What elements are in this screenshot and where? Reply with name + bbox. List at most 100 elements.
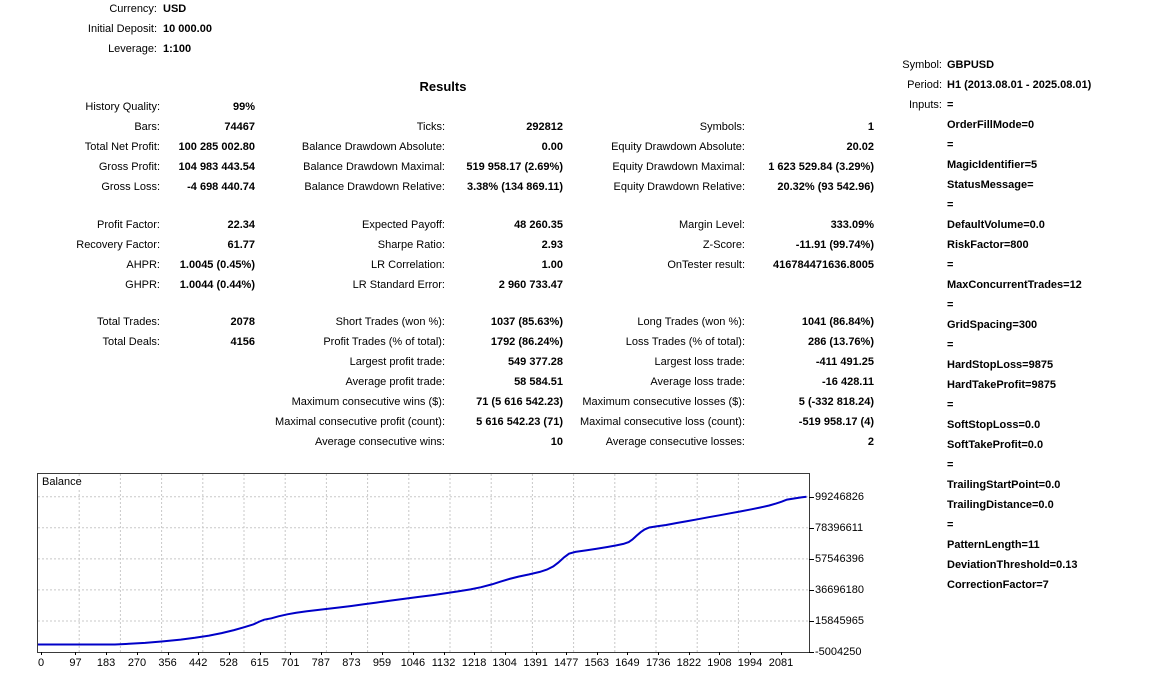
balance-curve xyxy=(38,495,807,646)
x-axis-tick-label: 1304 xyxy=(492,657,517,669)
input-parameter: SoftTakeProfit=0.0 xyxy=(947,439,1044,451)
result-label: Total Trades: xyxy=(97,316,160,328)
result-label: Margin Level: xyxy=(678,219,745,231)
result-label: Ticks: xyxy=(416,121,445,133)
balance-curve-svg xyxy=(38,474,809,652)
y-axis-tick xyxy=(809,620,814,622)
x-axis-tick xyxy=(167,652,169,655)
result-value: 10 xyxy=(550,436,563,448)
input-parameter: HardStopLoss=9875 xyxy=(947,359,1054,371)
input-parameter: MaxConcurrentTrades=12 xyxy=(947,279,1082,291)
x-axis-tick xyxy=(351,652,353,655)
result-row: Bars: 74467 Ticks: 292812 Symbols: 1 xyxy=(0,120,886,134)
x-axis-tick xyxy=(658,652,660,655)
result-value: 1 xyxy=(867,121,874,133)
inputs-label: Inputs: xyxy=(908,99,942,111)
input-parameter: DeviationThreshold=0.13 xyxy=(947,559,1078,571)
result-value: 1792 (86.24%) xyxy=(490,336,563,348)
result-value: -16 428.11 xyxy=(822,376,874,388)
x-axis-tick xyxy=(382,652,383,655)
result-value: 1.0045 (0.45%) xyxy=(179,259,255,271)
result-value: 1.00 xyxy=(541,259,563,271)
symbol-label: Symbol: xyxy=(902,59,942,71)
x-axis-tick xyxy=(596,652,598,655)
result-row: Average consecutive wins: 10 Average conse… xyxy=(0,435,886,449)
input-parameter: StatusMessage= xyxy=(947,179,1034,191)
y-axis-tick xyxy=(809,589,814,591)
account-row-currency: Currency: USD xyxy=(0,2,400,16)
result-label: Average consecutive wins: xyxy=(314,436,445,448)
result-row: Maximal consecutive profit (count): 5 616… xyxy=(0,415,886,429)
result-value: 48 260.35 xyxy=(514,219,563,231)
result-value: 0.00 xyxy=(541,141,563,153)
x-axis-tick xyxy=(259,652,261,655)
result-row: Total Trades: 2078 Short Trades (won %): 10… xyxy=(0,315,886,329)
result-value: -411 491.25 xyxy=(815,356,874,368)
result-value: 3.38% (134 869.11) xyxy=(466,181,563,193)
result-value: 5 (-332 818.24) xyxy=(798,396,874,408)
result-label: Maximum consecutive wins ($): xyxy=(291,396,445,408)
result-label: Recovery Factor: xyxy=(76,239,160,251)
result-row: Profit Factor: 22.34 Expected Payoff: 48 26… xyxy=(0,218,886,232)
result-label: Largest profit trade: xyxy=(349,356,445,368)
x-axis-tick-label: 356 xyxy=(158,657,177,669)
result-label: Maximal consecutive profit (count): xyxy=(275,416,445,428)
result-value: 2 xyxy=(867,436,874,448)
period-label: Period: xyxy=(907,79,942,91)
x-axis-tick-label: 1477 xyxy=(553,657,579,669)
x-axis-tick xyxy=(320,652,322,655)
result-value: 74467 xyxy=(224,121,255,133)
result-label: Expected Payoff: xyxy=(362,219,445,231)
x-axis-tick xyxy=(780,652,782,655)
result-value: -519 958.17 (4) xyxy=(798,416,874,428)
result-label: OnTester result: xyxy=(667,259,745,271)
input-parameter: TrailingStartPoint=0.0 xyxy=(947,479,1061,491)
x-axis-tick xyxy=(198,652,200,655)
result-value: 416784471636.8005 xyxy=(773,259,874,271)
results-title: Results xyxy=(419,79,467,94)
result-value: 333.09% xyxy=(830,219,874,231)
x-axis-tick-label: 97 xyxy=(69,657,82,669)
input-parameter: PatternLength=11 xyxy=(947,539,1040,551)
result-value: 20.02 xyxy=(846,141,874,153)
result-label: Largest loss trade: xyxy=(654,356,746,368)
leverage-label: Leverage: xyxy=(108,43,157,55)
result-label: History Quality: xyxy=(85,101,160,113)
y-axis-tick-label: 15845965 xyxy=(815,614,864,627)
x-axis-tick xyxy=(443,652,445,655)
result-value: -4 698 440.74 xyxy=(187,181,255,193)
result-value: 1 623 529.84 (3.29%) xyxy=(768,161,874,173)
result-value: 58 584.51 xyxy=(514,376,563,388)
result-label: Gross Loss: xyxy=(101,181,160,193)
x-axis-tick-label: 873 xyxy=(342,657,361,669)
result-row: History Quality: 99% xyxy=(0,100,886,114)
x-axis-tick xyxy=(504,652,506,655)
x-axis-tick-label: 959 xyxy=(372,657,392,669)
result-value: 71 (5 616 542.23) xyxy=(476,396,563,408)
x-axis-tick-label: 1908 xyxy=(707,657,732,669)
result-value: 1.0044 (0.44%) xyxy=(179,279,255,291)
y-axis-tick-label: 78396611 xyxy=(815,521,864,534)
result-row: AHPR: 1.0045 (0.45%) LR Correlation: 1.00 On… xyxy=(0,258,886,272)
currency-label: Currency: xyxy=(109,3,157,15)
input-parameter: = xyxy=(947,259,954,271)
result-value: 292812 xyxy=(526,121,563,133)
result-value: 2 960 733.47 xyxy=(498,279,563,291)
result-label: Maximal consecutive loss (count): xyxy=(579,416,745,428)
result-label: LR Standard Error: xyxy=(352,279,445,291)
x-axis-tick xyxy=(412,652,414,655)
result-label: Short Trades (won %): xyxy=(335,316,445,328)
x-axis-tick-label: 528 xyxy=(219,657,238,669)
input-parameter: = xyxy=(947,339,954,351)
y-axis-tick-label: -5004250 xyxy=(815,646,862,658)
result-label: Equity Drawdown Maximal: xyxy=(612,161,745,173)
input-parameter: MagicIdentifier=5 xyxy=(947,159,1038,171)
result-label: Equity Drawdown Absolute: xyxy=(611,141,745,153)
result-value: 1037 (85.63%) xyxy=(490,316,563,328)
result-label: Total Net Profit: xyxy=(84,141,160,153)
x-axis-tick-label: 1822 xyxy=(676,657,702,669)
x-axis-tick xyxy=(627,652,629,655)
result-row: Recovery Factor: 61.77 Sharpe Ratio: 2.93 Z-… xyxy=(0,238,886,252)
input-parameter: GridSpacing=300 xyxy=(947,319,1038,331)
input-parameter: RiskFactor=800 xyxy=(947,239,1029,251)
